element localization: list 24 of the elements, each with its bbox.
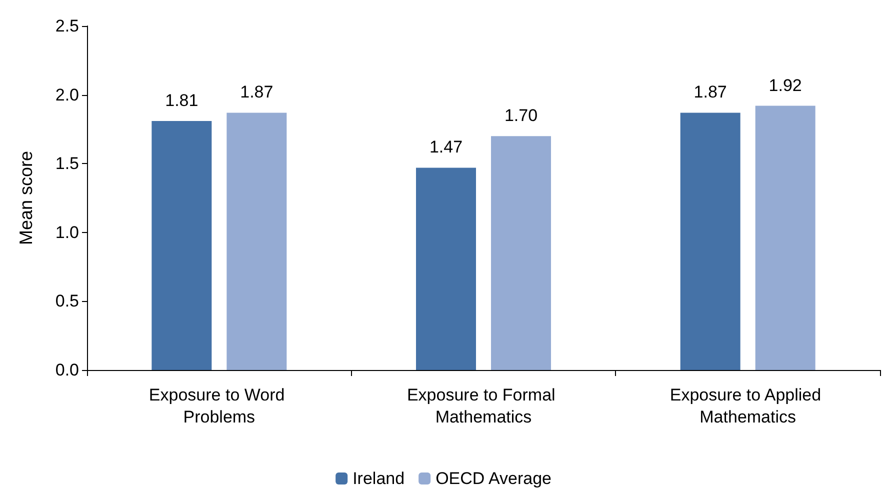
y-tick-label: 0.5 <box>55 292 79 311</box>
bar <box>226 112 287 370</box>
bar <box>416 168 476 370</box>
legend-label: OECD Average <box>436 469 552 488</box>
data-label: 1.81 <box>165 90 198 110</box>
y-tick-label: 0.0 <box>55 360 79 380</box>
data-label: 1.87 <box>240 82 274 102</box>
bar <box>680 112 740 370</box>
legend-label: Ireland <box>352 469 405 488</box>
y-tick-label: 2.0 <box>55 85 79 104</box>
bar <box>755 106 816 370</box>
x-tick-label: Exposure to Formal Mathematics <box>406 386 560 426</box>
x-tick-label: Exposure to Applied Mathematics <box>670 386 826 426</box>
y-tick-label: 1.5 <box>55 154 79 174</box>
data-label: 1.92 <box>768 76 802 95</box>
bar <box>152 120 212 370</box>
bar <box>491 136 551 370</box>
data-label: 1.70 <box>504 106 538 126</box>
data-label: 1.47 <box>429 138 463 157</box>
y-tick-label: 1.0 <box>55 222 79 242</box>
y-tick-label: 2.5 <box>55 16 79 36</box>
y-axis-title: Mean score <box>16 150 36 246</box>
data-label: 1.87 <box>694 82 727 102</box>
x-tick-label: Exposure to Word Problems <box>148 386 290 426</box>
